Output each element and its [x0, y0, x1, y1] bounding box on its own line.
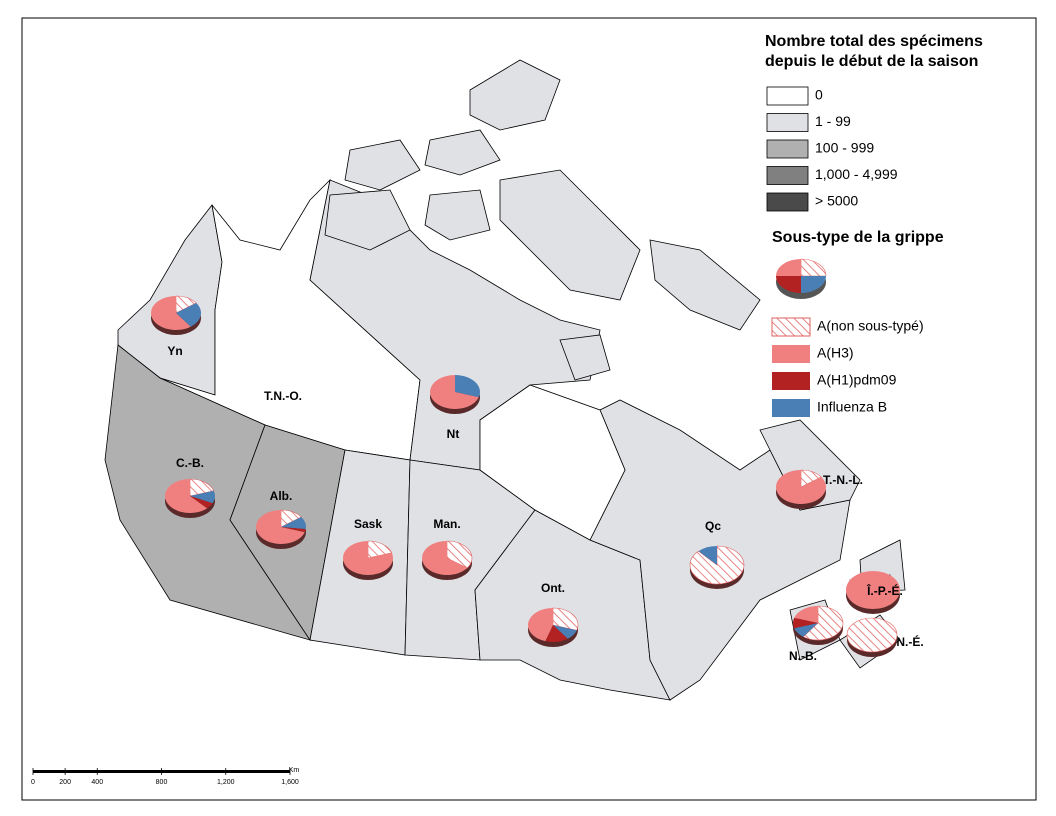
scale-label: 200 [59, 779, 71, 786]
pie-slice [846, 570, 901, 610]
legend-label: > 5000 [815, 193, 858, 209]
pie-slice [794, 606, 818, 623]
legend-label: A(H3) [817, 345, 854, 361]
region-label: C.-B. [176, 456, 204, 470]
legend-swatch [766, 139, 809, 159]
scale-label: 800 [156, 779, 168, 786]
subtype-legend: A(non sous-typé) A(H3) A(H1)pdm09 Influenza… [771, 317, 924, 417]
legend-label: A(non sous-typé) [817, 318, 924, 334]
legend-swatch [766, 192, 809, 212]
pie-slice [190, 490, 215, 504]
legend-swatch [772, 372, 810, 390]
pie-slice [175, 295, 197, 314]
legend: 0 1 - 99 100 - 999 1,000 - 4,999 > 5000 [766, 86, 898, 212]
legend-label: 1,000 - 4,999 [815, 166, 898, 182]
legend-swatch [766, 113, 809, 132]
pie-slice [846, 617, 898, 653]
pie-slice [698, 546, 717, 565]
scale-label: 0 [31, 779, 35, 786]
legend-swatch [772, 345, 810, 363]
region-label: T.N.-O. [264, 389, 302, 403]
pie-slice [689, 545, 745, 585]
region-label: Sask [354, 517, 382, 531]
pie-slice [802, 605, 844, 641]
pie-slice [280, 509, 302, 528]
pie-slice [189, 478, 215, 497]
pie-slice [430, 375, 479, 409]
labels: Yn T.N.-O. Nt C.-B. Alb. Sask Man. Ont. Qc T.-N.-… [167, 344, 923, 663]
legend-label: 1 - 99 [815, 113, 851, 129]
pie-slice [190, 496, 213, 509]
pie-slice [446, 540, 473, 569]
hudson-bay [479, 384, 626, 541]
pie-slice [281, 517, 306, 530]
pie-slice [281, 527, 306, 533]
region-label: Nt [447, 427, 460, 441]
scale-bar: 0 200 400 800 1,200 1,600 Km [31, 767, 299, 786]
subtype-title: Sous-type de la grippe [772, 229, 944, 246]
pie-slice [545, 625, 568, 643]
legend-swatch [766, 86, 809, 106]
scale-label: 400 [91, 779, 103, 786]
pie-slice [343, 541, 393, 576]
legend-title: Nombre total des spécimens [765, 33, 983, 50]
pie-slice [150, 296, 191, 330]
pies [150, 295, 901, 657]
region-label: Man. [433, 517, 460, 531]
islands [324, 59, 761, 381]
legend-label: Influenza B [817, 399, 887, 415]
legend-label: 0 [815, 87, 823, 103]
region-label: T.-N.-L. [823, 473, 863, 487]
pie-slice [776, 470, 826, 504]
region-label: Alb. [270, 489, 293, 503]
legend-swatch [771, 317, 811, 337]
scale-label: 1,600 [281, 779, 299, 786]
legend-swatch [766, 166, 809, 185]
pie-slice [553, 625, 577, 639]
region-label: N.-É. [896, 634, 923, 649]
region-label: Yn [167, 344, 182, 358]
legend-pie-icon [776, 258, 827, 299]
scale-label: 1,200 [217, 779, 235, 786]
pie-slice [367, 540, 393, 559]
pie-slice [165, 479, 208, 513]
pie-slice [800, 469, 822, 488]
pie-slice [255, 510, 305, 544]
region-label: Î.-P.-É. [866, 583, 903, 598]
region-label: Qc [705, 519, 721, 533]
region-label: Ont. [541, 581, 565, 595]
pie-slice [528, 608, 553, 642]
pie-slice [455, 375, 480, 398]
pie-slice [552, 607, 579, 631]
legend-swatch [772, 399, 810, 417]
pie-slice [176, 303, 201, 327]
legend-title: depuis le début de la saison [765, 53, 978, 70]
map-frame [21, 17, 1037, 801]
pie-slice [794, 623, 818, 637]
scale-unit: Km [289, 767, 300, 774]
pie-slice [792, 617, 818, 629]
legend-label: A(H1)pdm09 [817, 372, 897, 388]
pie-slice [421, 541, 468, 575]
region-label: N.-B. [789, 649, 817, 663]
legend-label: 100 - 999 [815, 140, 874, 156]
